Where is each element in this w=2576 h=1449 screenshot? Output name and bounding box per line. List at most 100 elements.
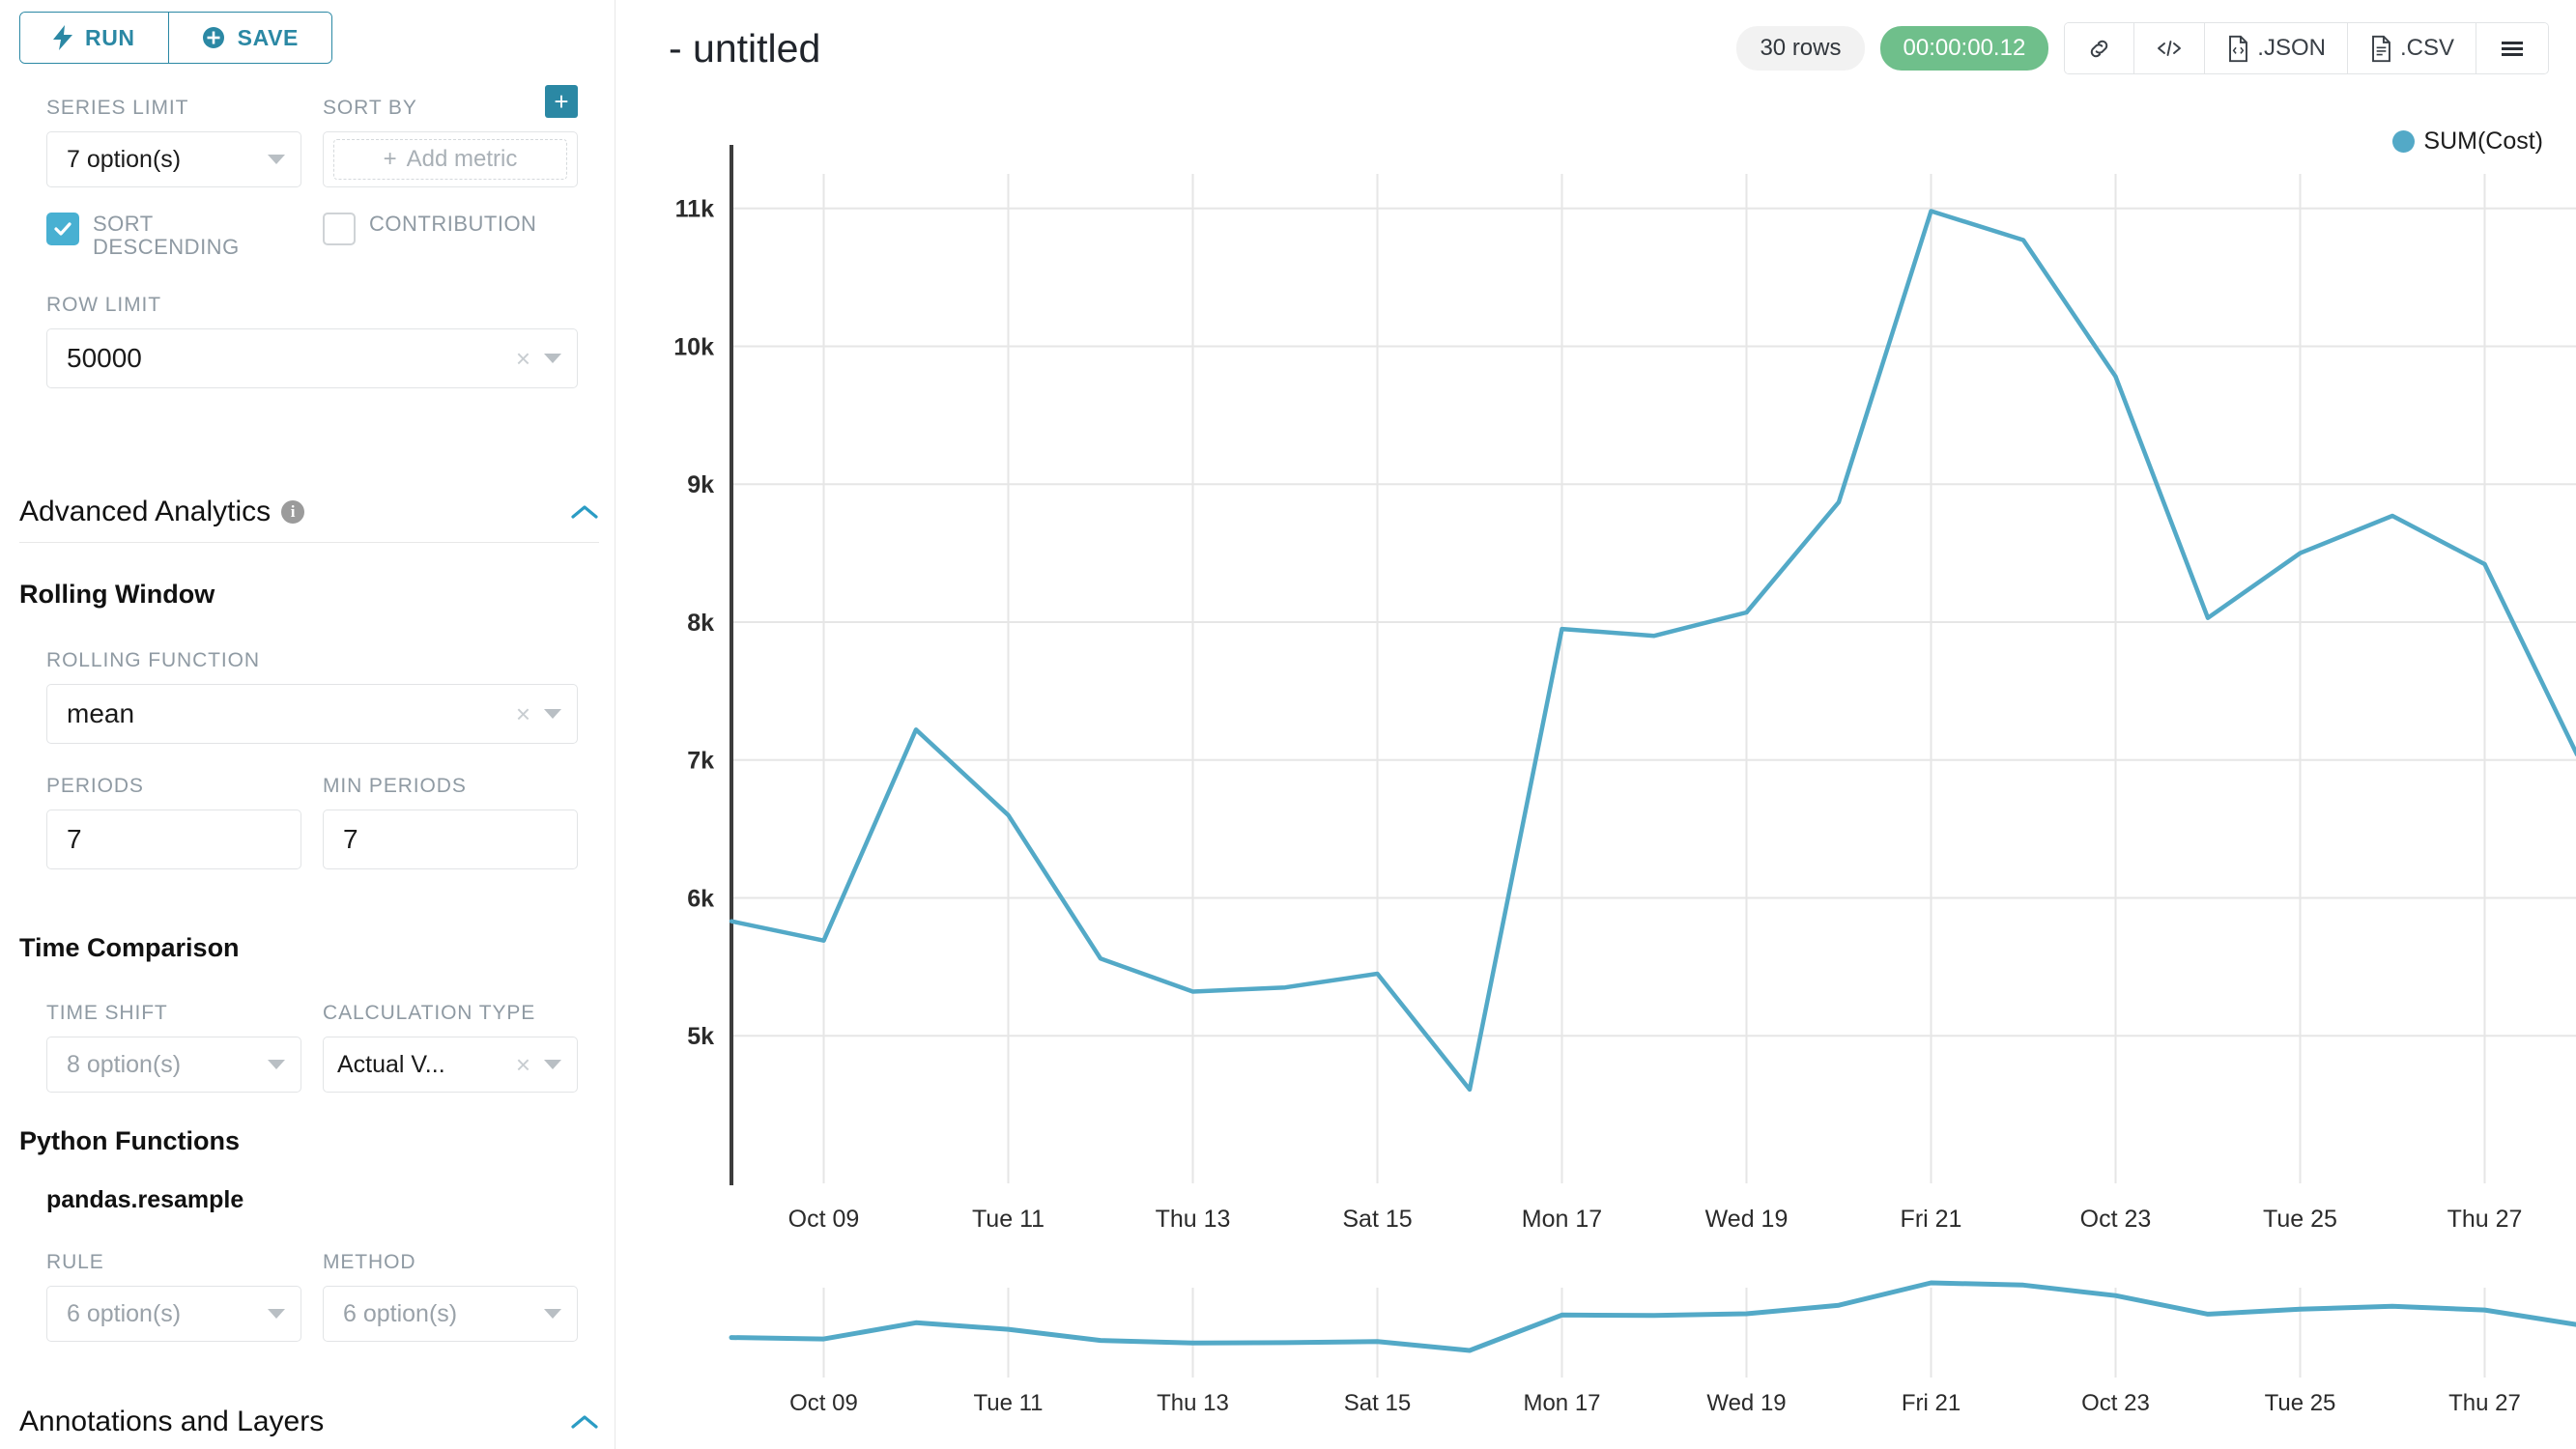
chart-legend: SUM(Cost) [2392,128,2543,156]
embed-code-button[interactable] [2133,23,2205,73]
brush-series-line[interactable] [729,1280,2576,1353]
clear-icon[interactable]: × [515,344,530,374]
rolling-function-label: ROLLING FUNCTION [46,649,260,671]
page-title: - untitled [669,25,821,71]
line-chart-svg[interactable]: 11k 10k 9k 8k 7k 6k 5k Oct 09 Tue 11 Thu 13 Sat 15… [615,145,2576,1285]
chart-header-actions: 30 rows 00:00:00.12 [1736,22,2549,74]
rolling-function-select[interactable]: mean × [46,684,578,744]
python-functions-title: Python Functions [19,1126,240,1155]
export-button-group: .JSON .CSV [2064,22,2549,74]
chevron-down-icon [544,1309,561,1319]
add-sort-by-button[interactable]: + [545,85,578,118]
more-menu-button[interactable] [2476,23,2548,73]
rule-label: RULE [46,1251,104,1273]
brush-line-chart-svg[interactable]: Oct 09 Tue 11 Thu 13 Sat 15 Mon 17 Wed 19 Fri … [615,1265,2576,1449]
plus-icon: + [383,146,397,172]
save-button-label: SAVE [237,24,299,50]
chart-brush-area[interactable]: Oct 09 Tue 11 Thu 13 Sat 15 Mon 17 Wed 19 Fri … [615,1265,2576,1449]
divider [19,542,599,543]
brush-x-axis-tick-label: Oct 09 [789,1390,858,1416]
save-button[interactable]: SAVE [167,13,331,63]
x-axis-tick-label: Sat 15 [1342,1206,1412,1233]
row-limit-label: ROW LIMIT [46,294,161,317]
advanced-analytics-section-header[interactable]: Advanced Analytics i [19,496,599,528]
brush-x-axis-tick-label: Sat 15 [1344,1390,1411,1416]
x-axis-tick-label: Tue 25 [2263,1206,2337,1233]
info-icon[interactable]: i [281,500,305,524]
clear-icon[interactable]: × [515,699,530,728]
row-limit-select[interactable]: 50000 × [46,328,578,389]
download-csv-label: .CSV [2399,35,2454,61]
y-axis-tick-label: 6k [687,885,714,912]
time-shift-select[interactable]: 8 option(s) [46,1037,301,1093]
run-button-label: RUN [85,24,135,50]
method-select[interactable]: 6 option(s) [323,1286,578,1342]
chevron-down-icon [544,354,561,364]
y-axis-tick-label: 5k [687,1023,714,1050]
chevron-down-icon [268,1309,285,1319]
contribution-label: CONTRIBUTION [369,212,537,236]
download-json-button[interactable]: .JSON [2204,23,2347,73]
brush-x-axis-tick-label: Mon 17 [1523,1390,1600,1416]
series-line-sum-cost[interactable] [729,209,2576,1093]
chevron-down-icon [544,709,561,719]
run-save-button-group: RUN SAVE [19,12,332,64]
y-axis-tick-label: 11k [675,196,714,223]
chevron-down-icon [544,1060,561,1069]
series-limit-value: 7 option(s) [67,145,182,173]
query-duration-badge: 00:00:00.12 [1879,26,2049,71]
x-axis-tick-label: Oct 23 [2080,1206,2152,1233]
method-label: METHOD [323,1251,416,1273]
copy-link-button[interactable] [2065,23,2134,73]
download-csv-button[interactable]: .CSV [2346,23,2476,73]
time-shift-label: TIME SHIFT [46,1002,168,1024]
chevron-down-icon [268,1060,285,1069]
x-axis-tick-label: Thu 27 [2447,1206,2523,1233]
chevron-down-icon [268,155,285,164]
plus-icon: + [554,87,569,116]
run-button[interactable]: RUN [20,13,168,63]
rule-value: 6 option(s) [67,1299,182,1327]
brush-x-axis-tick-label: Wed 19 [1706,1390,1786,1416]
json-file-icon [2226,35,2250,63]
periods-input[interactable]: 7 [46,810,301,869]
advanced-analytics-title: Advanced Analytics [19,496,272,527]
csv-file-icon [2369,35,2393,63]
x-axis-tick-label: Wed 19 [1705,1206,1789,1233]
y-axis-tick-label: 10k [673,333,714,360]
rule-select[interactable]: 6 option(s) [46,1286,301,1342]
sort-descending-checkbox[interactable] [46,213,79,245]
annotations-and-layers-section-header[interactable]: Annotations and Layers [19,1406,599,1438]
periods-label: PERIODS [46,775,144,797]
contribution-checkbox[interactable] [323,213,356,245]
time-shift-value: 8 option(s) [67,1050,182,1078]
brush-x-axis-tick-label: Tue 11 [973,1390,1043,1416]
add-metric-label: Add metric [406,146,518,172]
chart-plot-area[interactable]: 11k 10k 9k 8k 7k 6k 5k Oct 09 Tue 11 Thu 13 Sat 15… [615,145,2576,1256]
calculation-type-label: CALCULATION TYPE [323,1002,536,1024]
series-limit-select[interactable]: 7 option(s) [46,131,301,187]
clear-icon[interactable]: × [515,1050,530,1079]
sort-descending-label: SORT DESCENDING [93,212,240,260]
annotations-and-layers-title: Annotations and Layers [19,1406,325,1437]
min-periods-input[interactable]: 7 [323,810,578,869]
method-value: 6 option(s) [343,1299,458,1327]
legend-color-swatch [2392,130,2416,153]
chevron-up-icon[interactable] [570,1413,599,1431]
brush-x-axis-tick-label: Thu 13 [1157,1390,1229,1416]
chart-header: - untitled 30 rows 00:00:00.12 [615,0,2576,97]
row-count-badge: 30 rows [1736,26,1865,71]
x-axis-tick-label: Mon 17 [1522,1206,1602,1233]
brush-x-axis-tick-label: Fri 21 [1902,1390,1961,1416]
hamburger-icon [2498,37,2527,60]
calculation-type-select[interactable]: Actual V... × [323,1037,578,1093]
brush-x-axis-tick-label: Thu 27 [2448,1390,2521,1416]
min-periods-value: 7 [343,824,358,854]
sort-by-label: SORT BY [323,97,417,119]
sort-by-dropzone[interactable]: + Add metric [323,131,578,187]
chevron-up-icon[interactable] [570,503,599,521]
link-icon [2086,36,2112,62]
calculation-type-value: Actual V... [337,1050,445,1078]
add-metric-placeholder[interactable]: + Add metric [333,139,567,180]
